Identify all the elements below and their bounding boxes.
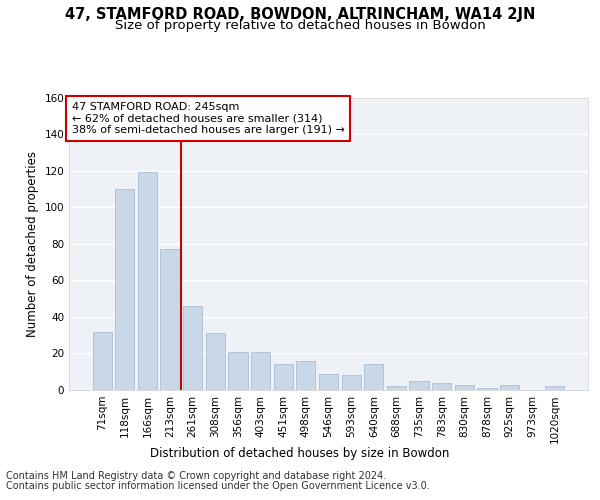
Bar: [92, 332, 112, 390]
Text: 47, STAMFORD ROAD, BOWDON, ALTRINCHAM, WA14 2JN: 47, STAMFORD ROAD, BOWDON, ALTRINCHAM, W…: [65, 8, 535, 22]
Bar: [138, 172, 157, 390]
Bar: [251, 352, 270, 390]
Bar: [341, 376, 361, 390]
Y-axis label: Number of detached properties: Number of detached properties: [26, 151, 39, 337]
Text: Contains HM Land Registry data © Crown copyright and database right 2024.: Contains HM Land Registry data © Crown c…: [6, 471, 386, 481]
Bar: [500, 384, 519, 390]
Bar: [160, 249, 180, 390]
Bar: [387, 386, 406, 390]
Text: Distribution of detached houses by size in Bowdon: Distribution of detached houses by size …: [151, 448, 449, 460]
Text: 47 STAMFORD ROAD: 245sqm
← 62% of detached houses are smaller (314)
38% of semi-: 47 STAMFORD ROAD: 245sqm ← 62% of detach…: [71, 102, 344, 135]
Bar: [115, 189, 134, 390]
Bar: [183, 306, 202, 390]
Bar: [409, 381, 428, 390]
Bar: [545, 386, 565, 390]
Bar: [319, 374, 338, 390]
Bar: [364, 364, 383, 390]
Bar: [274, 364, 293, 390]
Text: Contains public sector information licensed under the Open Government Licence v3: Contains public sector information licen…: [6, 481, 430, 491]
Text: Size of property relative to detached houses in Bowdon: Size of property relative to detached ho…: [115, 18, 485, 32]
Bar: [206, 334, 225, 390]
Bar: [455, 384, 474, 390]
Bar: [432, 382, 451, 390]
Bar: [477, 388, 497, 390]
Bar: [229, 352, 248, 390]
Bar: [296, 361, 316, 390]
